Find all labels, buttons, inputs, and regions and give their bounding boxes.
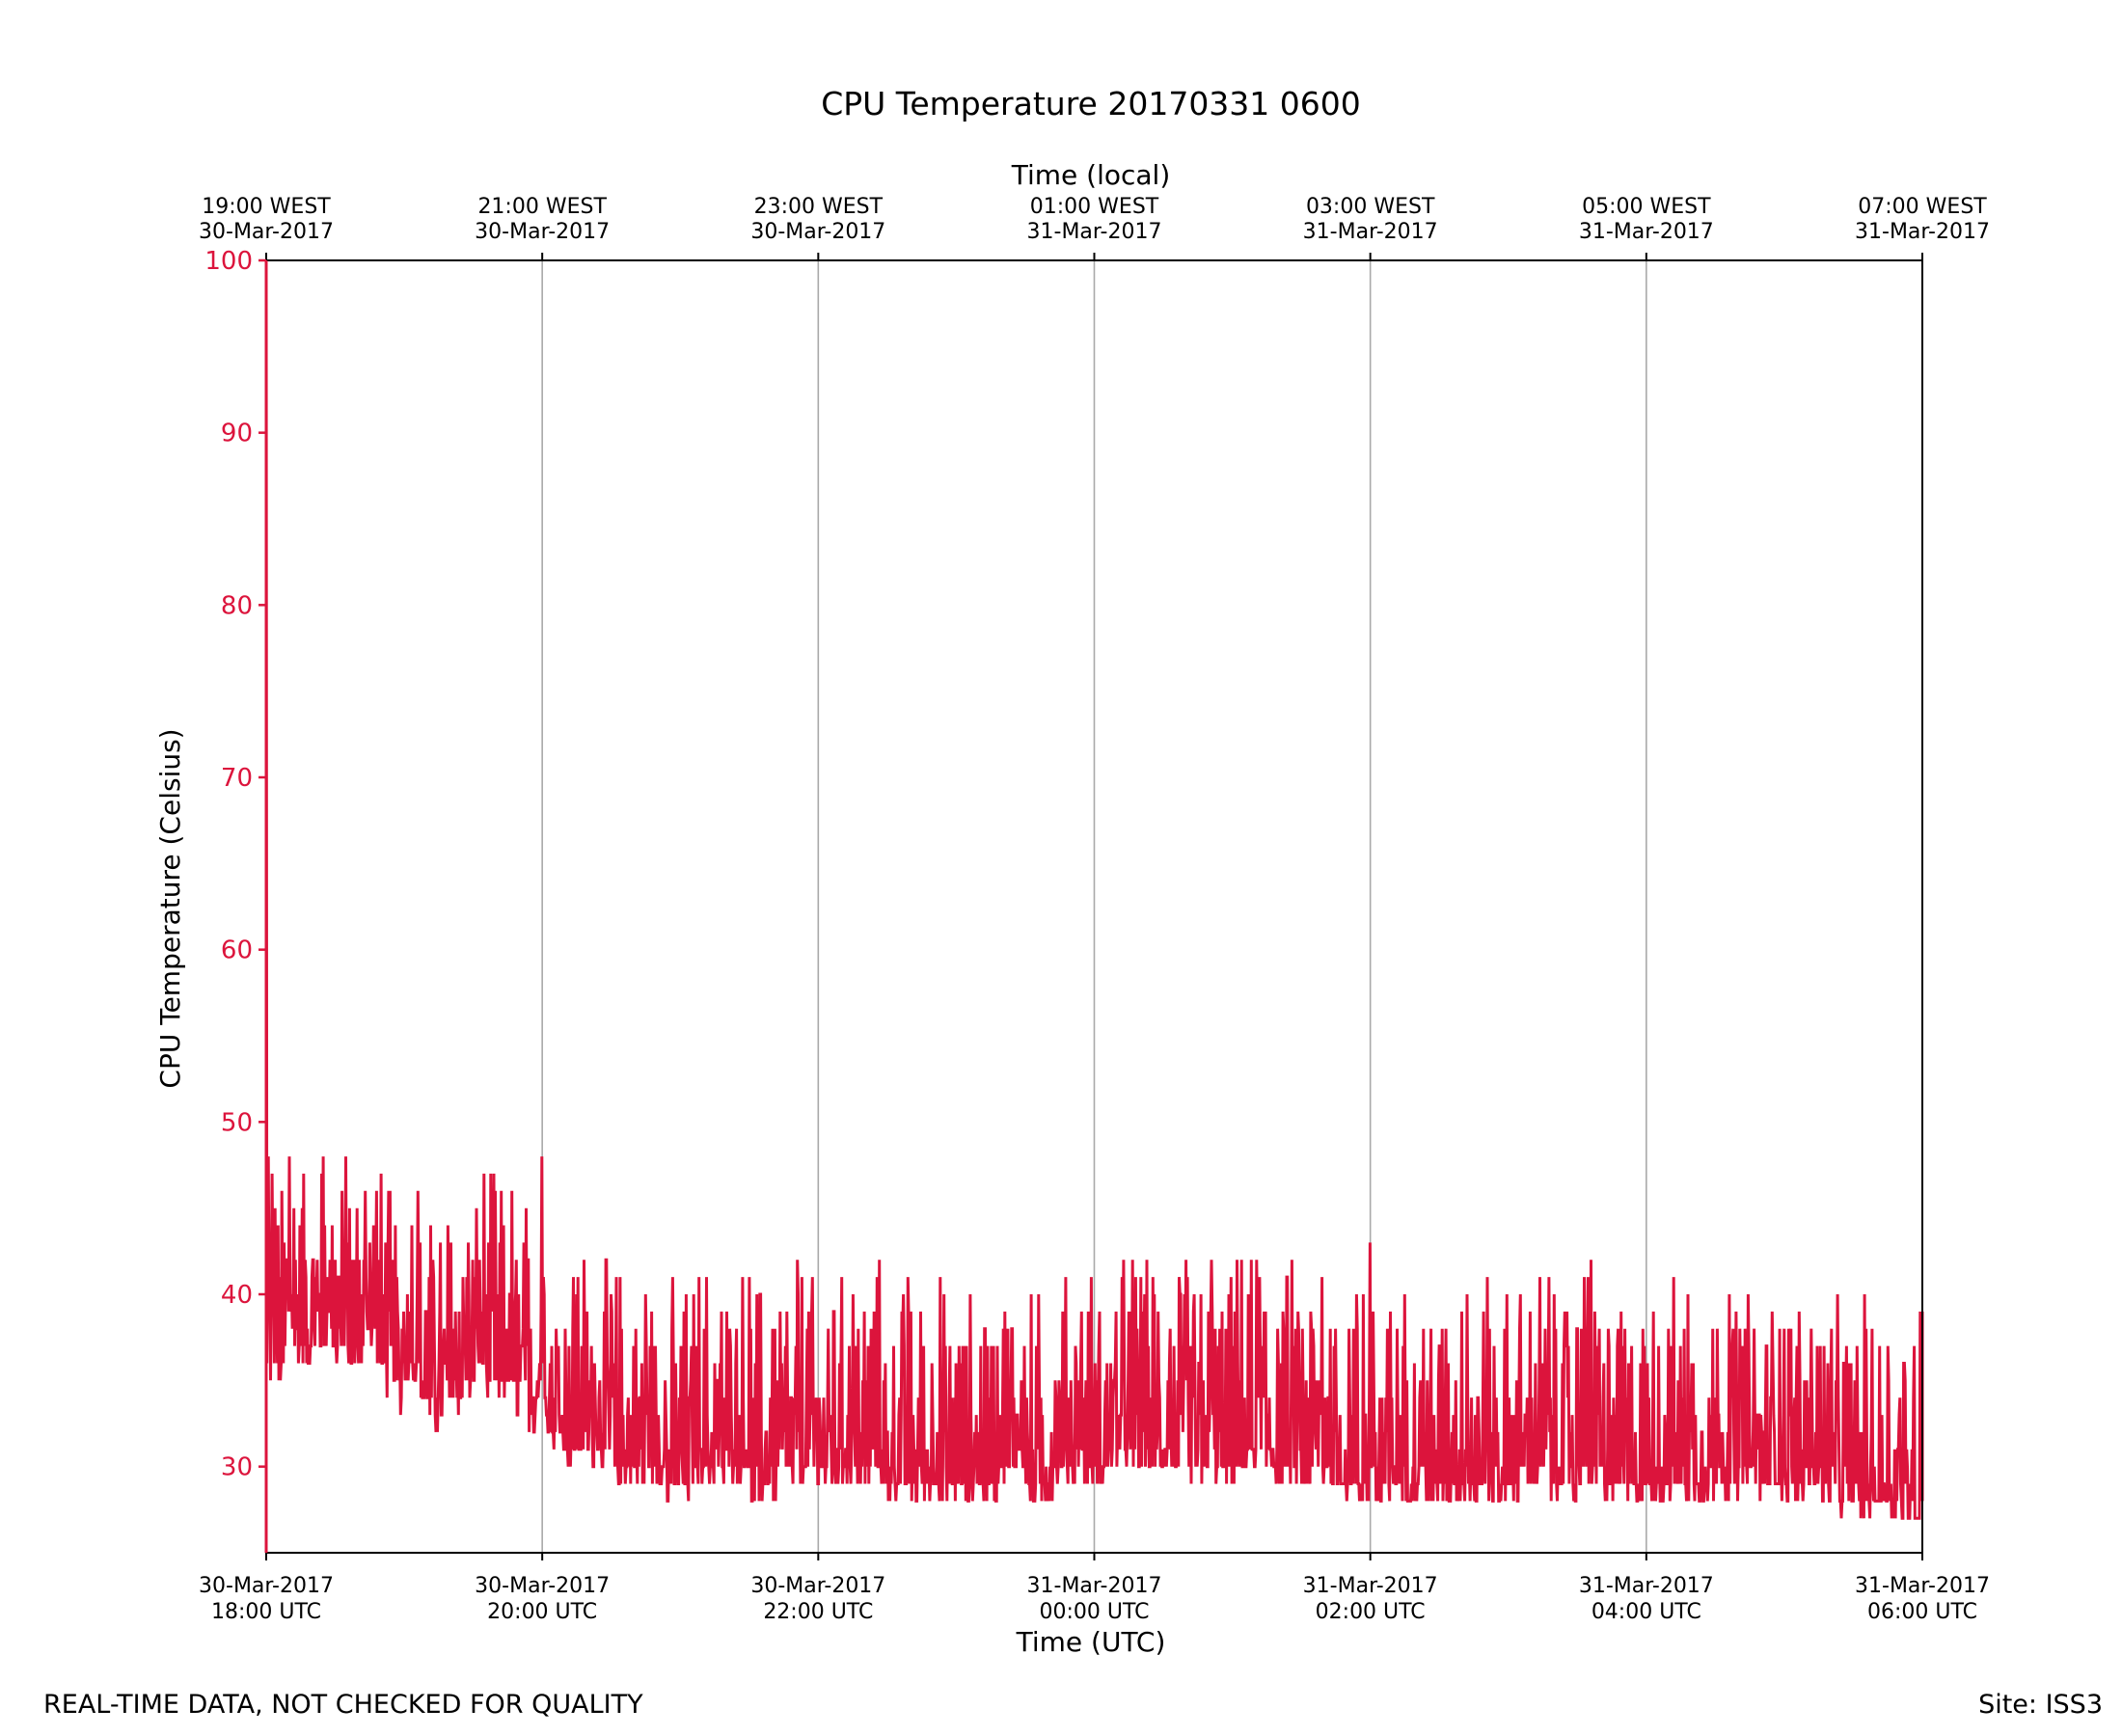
x2-tick-label-date: 31-Mar-2017 bbox=[1027, 220, 1162, 244]
axes-frame bbox=[258, 253, 1923, 1560]
x2-tick-label-date: 30-Mar-2017 bbox=[199, 220, 334, 244]
x-tick-label-time: 00:00 UTC bbox=[1039, 1600, 1149, 1624]
site-label: Site: ISS3 bbox=[1978, 1690, 2103, 1720]
x-tick-label-time: 02:00 UTC bbox=[1316, 1600, 1426, 1624]
x2-tick-label-time: 03:00 WEST bbox=[1306, 195, 1435, 219]
x-tick-label-date: 31-Mar-2017 bbox=[1303, 1574, 1438, 1598]
x-tick-label-time: 18:00 UTC bbox=[211, 1600, 321, 1624]
quality-disclaimer: REAL-TIME DATA, NOT CHECKED FOR QUALITY bbox=[43, 1690, 643, 1720]
y-tick-labels: 30 40 50 60 70 80 90 100 bbox=[204, 247, 253, 1482]
x2-tick-label-time: 05:00 WEST bbox=[1582, 195, 1711, 219]
x-tick-label-date: 31-Mar-2017 bbox=[1855, 1574, 1990, 1598]
y-tick-label: 50 bbox=[221, 1108, 253, 1137]
y-axis-title: CPU Temperature (Celsius) bbox=[154, 728, 186, 1088]
x-tick-label-time: 22:00 UTC bbox=[763, 1600, 873, 1624]
x-tick-label-date: 30-Mar-2017 bbox=[199, 1574, 334, 1598]
x2-tick-label-time: 21:00 WEST bbox=[477, 195, 607, 219]
x-tick-label-time: 20:00 UTC bbox=[487, 1600, 597, 1624]
series-line bbox=[264, 259, 1924, 1553]
x2-tick-label-date: 31-Mar-2017 bbox=[1303, 220, 1438, 244]
y-tick-label: 100 bbox=[204, 247, 253, 276]
x2-tick-label-date: 30-Mar-2017 bbox=[750, 220, 885, 244]
x2-tick-label-time: 01:00 WEST bbox=[1030, 195, 1159, 219]
x2-tick-label-date: 30-Mar-2017 bbox=[475, 220, 610, 244]
y-tick-label: 90 bbox=[221, 420, 253, 448]
x-tick-label-date: 31-Mar-2017 bbox=[1579, 1574, 1714, 1598]
y-tick-label: 70 bbox=[221, 764, 253, 793]
y-tick-label: 30 bbox=[221, 1453, 253, 1482]
x2-tick-label-date: 31-Mar-2017 bbox=[1855, 220, 1990, 244]
x-tick-label-time: 04:00 UTC bbox=[1592, 1600, 1701, 1624]
x2-tick-label-time: 19:00 WEST bbox=[202, 195, 331, 219]
chart-title: CPU Temperature 20170331 0600 bbox=[821, 85, 1361, 122]
y-tick-label: 80 bbox=[221, 591, 253, 620]
x-axis-title: Time (UTC) bbox=[1016, 1626, 1166, 1658]
x-tick-label-date: 30-Mar-2017 bbox=[750, 1574, 885, 1598]
series-layer bbox=[264, 259, 1924, 1553]
x2-tick-label-time: 23:00 WEST bbox=[754, 195, 884, 219]
y-tick-label: 40 bbox=[221, 1281, 253, 1310]
x-tick-label-time: 06:00 UTC bbox=[1867, 1600, 1977, 1624]
x2-tick-label-date: 31-Mar-2017 bbox=[1579, 220, 1714, 244]
x-tick-label-date: 31-Mar-2017 bbox=[1027, 1574, 1162, 1598]
y-tick-label: 60 bbox=[221, 936, 253, 965]
top-axis-title: Time (local) bbox=[1011, 159, 1171, 191]
x2-tick-label-time: 07:00 WEST bbox=[1858, 195, 1987, 219]
x-tick-label-date: 30-Mar-2017 bbox=[475, 1574, 610, 1598]
